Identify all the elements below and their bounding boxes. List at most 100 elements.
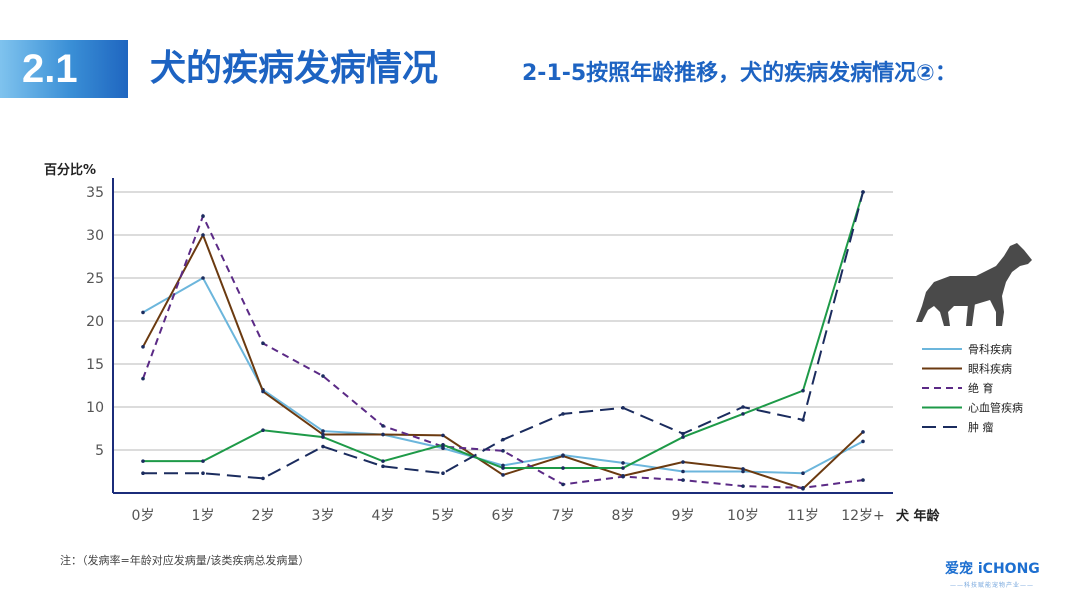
grid-lines [113, 191, 893, 451]
data-point [681, 435, 685, 439]
data-point [501, 437, 505, 442]
data-point [381, 424, 385, 428]
legend-label: 眼科疾病 [968, 362, 1012, 376]
x-tick-label: 8岁 [612, 508, 635, 524]
data-point [261, 341, 265, 346]
data-point [201, 459, 205, 463]
legend-label: 心血管疾病 [968, 401, 1023, 415]
data-point [321, 432, 325, 437]
x-tick-label: 0岁 [132, 508, 155, 524]
data-point [861, 430, 865, 434]
dog-silhouette-icon [916, 243, 1032, 326]
data-point [381, 464, 385, 469]
section-number-block [0, 40, 128, 98]
series-lines [141, 190, 865, 491]
data-point [801, 471, 805, 476]
data-point [621, 461, 625, 465]
data-point [441, 433, 445, 438]
y-tick-label: 5 [95, 443, 104, 459]
data-point [861, 190, 865, 194]
series-line-0 [142, 276, 864, 475]
data-point [741, 405, 745, 409]
data-point [561, 412, 565, 416]
data-point [441, 443, 445, 447]
data-point [141, 376, 145, 381]
x-axis-title: 犬 年龄 [896, 508, 941, 524]
y-tick-label: 25 [86, 271, 104, 287]
x-tick-label: 10岁 [727, 508, 759, 524]
data-point [141, 345, 145, 349]
data-point [201, 233, 205, 237]
series-line-3 [143, 191, 864, 470]
data-point [261, 476, 265, 481]
data-point [561, 466, 565, 470]
x-tick-label: 2岁 [252, 508, 275, 524]
x-tick-label: 5岁 [432, 508, 455, 524]
data-point [141, 459, 145, 463]
legend-label: 骨科疾病 [968, 342, 1012, 356]
data-point [681, 431, 685, 436]
data-point [201, 471, 205, 476]
data-point [321, 429, 325, 433]
data-point [681, 460, 685, 464]
data-point [741, 467, 745, 471]
y-tick-label: 30 [86, 228, 104, 244]
data-point [321, 374, 325, 378]
x-tick-labels: 0岁 1岁 2岁 3岁 4岁 5岁 6岁 7岁 8岁 9岁 10岁 11岁 12岁+ [132, 508, 885, 524]
brand-logo: 爱宠 iCHONG [945, 561, 1040, 577]
x-tick-label: 1岁 [192, 508, 215, 524]
x-tick-label: 7岁 [552, 508, 575, 524]
y-tick-label: 15 [86, 357, 104, 373]
data-point [681, 478, 685, 482]
data-point [501, 463, 505, 468]
y-axis-title: 百分比% [44, 162, 96, 178]
legend-label: 绝 育 [968, 381, 994, 395]
data-point [441, 471, 445, 476]
data-point [501, 466, 505, 470]
data-point [261, 389, 265, 394]
x-tick-label: 11岁 [787, 508, 819, 524]
legend-label: 肿 瘤 [968, 420, 994, 434]
data-point [741, 469, 745, 474]
data-point [261, 428, 265, 433]
data-point [321, 444, 325, 449]
data-point [621, 474, 625, 479]
data-point [201, 276, 205, 280]
footnote: 注：（发病率=年龄对应发病量/该类疾病总发病量） [60, 554, 310, 567]
series-line-2 [142, 213, 864, 489]
y-tick-label: 20 [86, 314, 104, 330]
x-tick-label: 3岁 [312, 508, 335, 524]
data-point [201, 214, 205, 218]
data-point [801, 418, 805, 422]
x-tick-label: 9岁 [672, 508, 695, 524]
data-point [621, 406, 625, 410]
page-subtitle: 2-1-5按照年龄推移，犬的疾病发病情况②： [522, 61, 957, 86]
y-tick-labels: 5 10 15 20 25 30 35 [86, 185, 104, 459]
data-point [801, 486, 805, 490]
data-point [741, 412, 745, 416]
x-tick-label: 6岁 [492, 508, 515, 524]
page-title: 犬的疾病发病情况 [150, 48, 439, 89]
y-tick-label: 35 [86, 185, 104, 201]
x-tick-label: 4岁 [372, 508, 395, 524]
data-point [141, 310, 145, 315]
data-point [621, 466, 625, 470]
y-tick-label: 10 [86, 400, 104, 416]
data-point [801, 388, 805, 393]
data-point [861, 439, 865, 444]
data-point [381, 459, 385, 463]
data-point [561, 454, 565, 458]
data-point [681, 469, 685, 474]
data-point [861, 478, 865, 482]
data-point [741, 484, 745, 488]
data-point [141, 471, 145, 476]
data-point [321, 435, 325, 439]
data-point [501, 473, 505, 477]
x-tick-label: 12岁+ [841, 508, 885, 524]
brand-tagline: ——科技赋能宠物产业—— [950, 582, 1035, 589]
section-number: 2.1 [22, 47, 78, 91]
data-point [381, 432, 385, 437]
data-point [501, 449, 505, 453]
